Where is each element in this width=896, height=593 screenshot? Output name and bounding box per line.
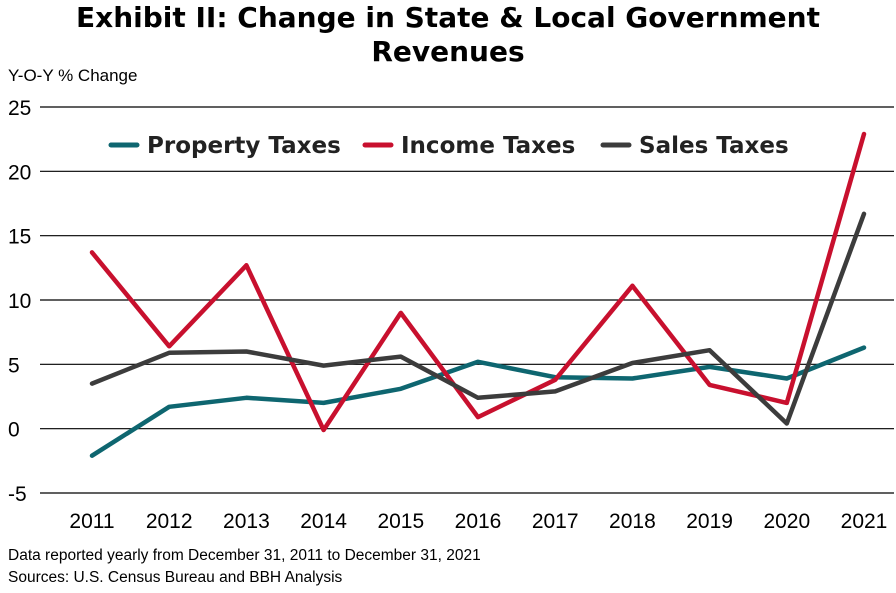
- legend: Property Taxes Income Taxes Sales Taxes: [108, 133, 789, 159]
- y-tick-label: 15: [8, 226, 31, 249]
- series-line-income-taxes: [89, 131, 867, 433]
- y-tick-label: 25: [8, 97, 31, 120]
- legend-label: Income Taxes: [401, 133, 575, 159]
- legend-label: Property Taxes: [147, 133, 341, 159]
- x-tick-label: 2012: [146, 510, 193, 533]
- footnote-sources: Sources: U.S. Census Bureau and BBH Anal…: [8, 569, 343, 586]
- x-tick-label: 2019: [686, 510, 733, 533]
- y-axis-label: Y-O-Y % Change: [8, 66, 138, 85]
- x-tick-label: 2015: [377, 510, 424, 533]
- x-tick-label: 2018: [609, 510, 656, 533]
- series-line-sales-taxes: [89, 211, 867, 426]
- gridlines: [40, 106, 894, 494]
- chart-title-line2: Revenues: [371, 35, 525, 68]
- x-tick-label: 2016: [455, 510, 502, 533]
- x-tick-label: 2011: [69, 510, 114, 533]
- x-tick-label: 2021: [841, 510, 888, 533]
- chart-title-line1: Exhibit II: Change in State & Local Gove…: [76, 1, 820, 34]
- x-tick-labels: 2011 2012 2013 2014 2015 2016 2017 2018 2019 2020…: [69, 510, 887, 533]
- legend-label: Sales Taxes: [639, 133, 789, 159]
- y-tick-label: 20: [8, 161, 31, 184]
- x-tick-label: 2020: [763, 510, 810, 533]
- footnote-data-range: Data reported yearly from December 31, 2…: [8, 547, 481, 564]
- x-tick-label: 2014: [300, 510, 347, 533]
- y-tick-label: -5: [8, 483, 27, 506]
- y-tick-label: 0: [8, 419, 20, 442]
- x-tick-label: 2017: [532, 510, 579, 533]
- y-tick-labels: -5 0 5 10 15 20 25: [8, 97, 31, 506]
- y-tick-label: 10: [8, 290, 31, 313]
- series-lines: [89, 131, 867, 458]
- y-tick-label: 5: [8, 354, 20, 377]
- series-line-property-taxes: [89, 345, 867, 458]
- x-tick-label: 2013: [223, 510, 270, 533]
